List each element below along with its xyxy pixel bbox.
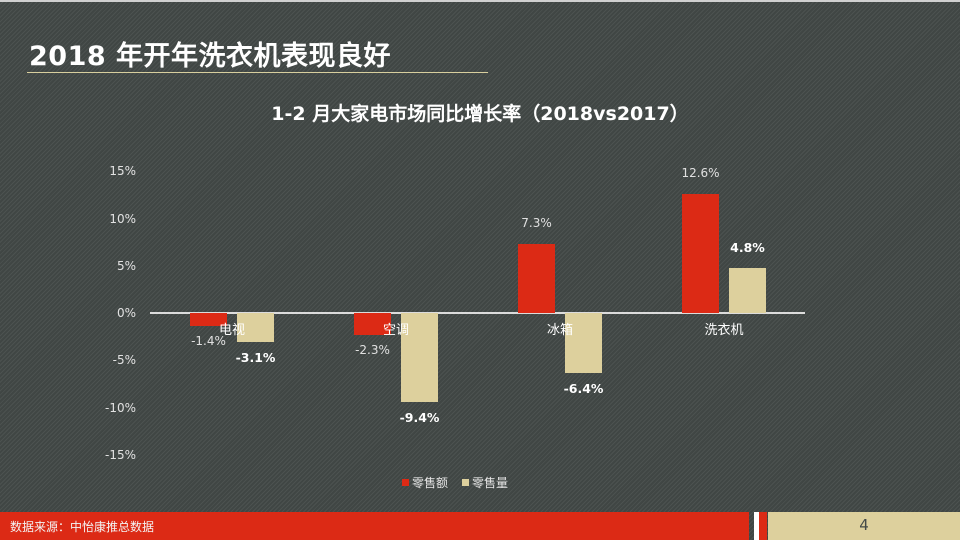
bar-retail-volume [729, 267, 766, 313]
legend-label: 零售量 [472, 476, 509, 490]
bar-retail-volume [237, 313, 274, 343]
bar-chart: 15% 10% 5% 0% -5% -10% -15% -1.4% -3.1% 电视 -2.3% -… [104, 164, 805, 462]
chart-legend: 零售额 零售量 [402, 474, 522, 491]
data-label: 4.8% [730, 239, 765, 255]
chart-title: 1-2 月大家电市场同比增长率（2018vs2017） [271, 103, 689, 125]
data-source-note: 数据来源：中怡康推总数据 [10, 520, 155, 534]
data-label: -9.4% [399, 409, 440, 425]
data-label: -6.4% [563, 381, 604, 397]
bar-retail-volume [401, 313, 438, 402]
y-tick-label: -15% [104, 447, 136, 462]
title-underline [27, 72, 488, 73]
y-tick-label: 15% [109, 164, 136, 179]
bar-retail-amount [190, 313, 227, 327]
bar-retail-amount [518, 244, 555, 313]
bar-retail-amount [682, 193, 719, 313]
x-category-label: 冰箱 [546, 323, 573, 338]
y-tick-label: -10% [104, 400, 136, 415]
bar-retail-volume [565, 313, 602, 374]
bar-retail-amount [354, 313, 391, 335]
footer-accent [759, 512, 767, 540]
data-label: -3.1% [235, 350, 276, 366]
data-label: -2.3% [355, 342, 390, 357]
y-tick-label: 10% [109, 211, 136, 226]
footer-bar [0, 512, 749, 540]
x-category-label: 洗衣机 [704, 323, 744, 338]
y-tick-label: 0% [116, 306, 136, 320]
legend-item-retail-amount: 零售额 [402, 474, 448, 491]
page-number-box [768, 512, 960, 540]
data-label: -1.4% [191, 334, 226, 349]
y-tick-label: -5% [112, 353, 136, 368]
legend-label: 零售额 [412, 476, 449, 490]
x-axis-zero-line [150, 312, 805, 314]
data-label: 7.3% [521, 216, 552, 230]
page-number: 4 [859, 516, 869, 534]
footer-divider [754, 512, 759, 540]
legend-swatch-beige [462, 479, 470, 486]
legend-item-retail-volume: 零售量 [462, 474, 508, 491]
slide-title: 2018 年开年洗衣机表现良好 [29, 41, 392, 72]
data-label: 12.6% [681, 165, 720, 180]
x-category-label: 空调 [382, 323, 409, 338]
top-border [0, 0, 960, 2]
legend-swatch-red [402, 479, 409, 486]
x-category-label: 电视 [218, 323, 245, 338]
y-tick-label: 5% [116, 258, 136, 273]
